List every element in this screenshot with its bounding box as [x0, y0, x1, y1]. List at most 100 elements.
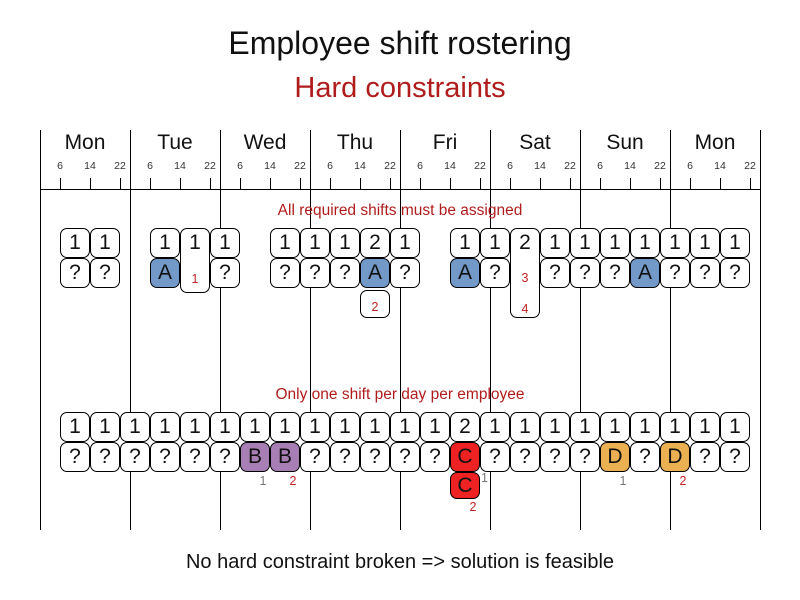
hour-tick-label: 6 — [237, 160, 243, 172]
assignment-cell-unassigned: ? — [660, 258, 690, 288]
constraint-match-number: 1 — [259, 474, 267, 488]
day-label: Fri — [432, 131, 458, 154]
day-label: Mon — [64, 131, 106, 154]
constraint-match-number: 2 — [289, 474, 297, 488]
hour-tick-mark — [270, 178, 272, 190]
assignment-cell-unassigned: ? — [270, 258, 300, 288]
required-count-cell: 1 — [390, 412, 420, 442]
required-count-cell: 1 — [150, 228, 180, 258]
assignment-cell-unassigned: ? — [540, 442, 570, 472]
assignment-cell-employee-B: B — [240, 442, 270, 472]
required-count-cell: 1 — [240, 412, 270, 442]
day-separator-line — [40, 130, 42, 530]
hour-tick-label: 22 — [384, 160, 396, 172]
hour-tick-label: 22 — [294, 160, 306, 172]
assignment-cell-employee-A: A — [150, 258, 180, 288]
required-count-cell: 1 — [600, 412, 630, 442]
day-separator-line — [580, 130, 582, 530]
hour-tick-label: 14 — [534, 160, 546, 172]
assignment-cell-unassigned: ? — [60, 442, 90, 472]
assignment-cell-employee-D: D — [600, 442, 630, 472]
required-count-cell: 1 — [480, 412, 510, 442]
hour-tick-label: 6 — [597, 160, 603, 172]
hour-tick-mark — [240, 178, 242, 190]
day-label: Mon — [694, 131, 736, 154]
hour-tick-mark — [60, 178, 62, 190]
constraint-label-required-shifts: All required shifts must be assigned — [277, 202, 523, 219]
required-count-cell: 1 — [630, 412, 660, 442]
required-count: 2 — [519, 231, 531, 254]
day-separator-line — [670, 130, 672, 530]
hour-tick-mark — [720, 178, 722, 190]
day-separator-line — [310, 130, 312, 530]
required-count-cell: 1 — [210, 412, 240, 442]
required-count-cell: 1 — [60, 412, 90, 442]
hour-tick-label: 6 — [507, 160, 513, 172]
constraint-label-one-shift-per-day: Only one shift per day per employee — [275, 386, 525, 403]
hour-tick-label: 6 — [57, 160, 63, 172]
day-label: Sat — [519, 131, 551, 154]
timeline-baseline — [40, 189, 761, 191]
required-count-cell: 1 — [270, 412, 300, 442]
day-separator-line — [760, 130, 762, 530]
required-count-cell: 1 — [390, 228, 420, 258]
assignment-cell-employee-A: A — [360, 258, 390, 288]
day-separator-line — [400, 130, 402, 530]
hour-tick-mark — [150, 178, 152, 190]
hour-tick-mark — [630, 178, 632, 190]
required-count-cell: 1 — [630, 228, 660, 258]
day-separator-line — [220, 130, 222, 530]
assignment-cell-unassigned: ? — [720, 442, 750, 472]
hour-tick-mark — [390, 178, 392, 190]
assignment-cell-employee-A: A — [630, 258, 660, 288]
assignment-cell-unassigned: ? — [630, 442, 660, 472]
assignment-cell-unassigned: ? — [330, 258, 360, 288]
required-count-cell: 1 — [180, 412, 210, 442]
assignment-cell-unassigned: ? — [300, 258, 330, 288]
hour-tick-mark — [510, 178, 512, 190]
assignment-cell-unassigned: ? — [180, 442, 210, 472]
required-count-cell: 1 — [540, 412, 570, 442]
hour-tick-label: 22 — [744, 160, 756, 172]
constraint-match-number: 1 — [619, 474, 627, 488]
assignment-cell-unassigned: ? — [480, 258, 510, 288]
day-label: Tue — [157, 131, 193, 154]
required-count-cell: 1 — [570, 412, 600, 442]
required-count-cell: 1 — [120, 412, 150, 442]
required-count-cell: 1 — [720, 412, 750, 442]
assignment-cell-unassigned: ? — [570, 442, 600, 472]
day-label: Wed — [243, 131, 287, 154]
assignment-cell-unassigned: ? — [120, 442, 150, 472]
hour-tick-mark — [750, 178, 752, 190]
hour-tick-mark — [570, 178, 572, 190]
required-count-cell: 1 — [330, 228, 360, 258]
hour-tick-mark — [300, 178, 302, 190]
assignment-cell-unassigned: ? — [540, 258, 570, 288]
assignment-cell-unassigned: ? — [690, 258, 720, 288]
hour-tick-label: 6 — [147, 160, 153, 172]
slide-title: Employee shift rostering — [228, 25, 572, 61]
required-count-cell: 2 — [360, 228, 390, 258]
hour-tick-mark — [120, 178, 122, 190]
assignment-cell-unassigned: ? — [210, 258, 240, 288]
hour-tick-mark — [180, 178, 182, 190]
hour-tick-mark — [330, 178, 332, 190]
assignment-cell-unassigned: ? — [60, 258, 90, 288]
required-count-cell: 1 — [600, 228, 630, 258]
hour-tick-mark — [360, 178, 362, 190]
assignment-cell-unassigned: ? — [300, 442, 330, 472]
hour-tick-label: 14 — [624, 160, 636, 172]
hour-tick-mark — [540, 178, 542, 190]
hour-tick-mark — [480, 178, 482, 190]
required-count-cell: 1 — [660, 412, 690, 442]
constraint-match-number: 2 — [469, 500, 477, 514]
required-count-cell: 1 — [690, 228, 720, 258]
required-count-cell: 1 — [720, 228, 750, 258]
hour-tick-mark — [600, 178, 602, 190]
assignment-cell-unassigned: ? — [390, 442, 420, 472]
required-count-cell: 1 — [420, 412, 450, 442]
assignment-cell-unassigned: ? — [390, 258, 420, 288]
hour-tick-label: 6 — [327, 160, 333, 172]
assignment-cell-unassigned: ? — [420, 442, 450, 472]
assignment-cell-employee-A: A — [450, 258, 480, 288]
